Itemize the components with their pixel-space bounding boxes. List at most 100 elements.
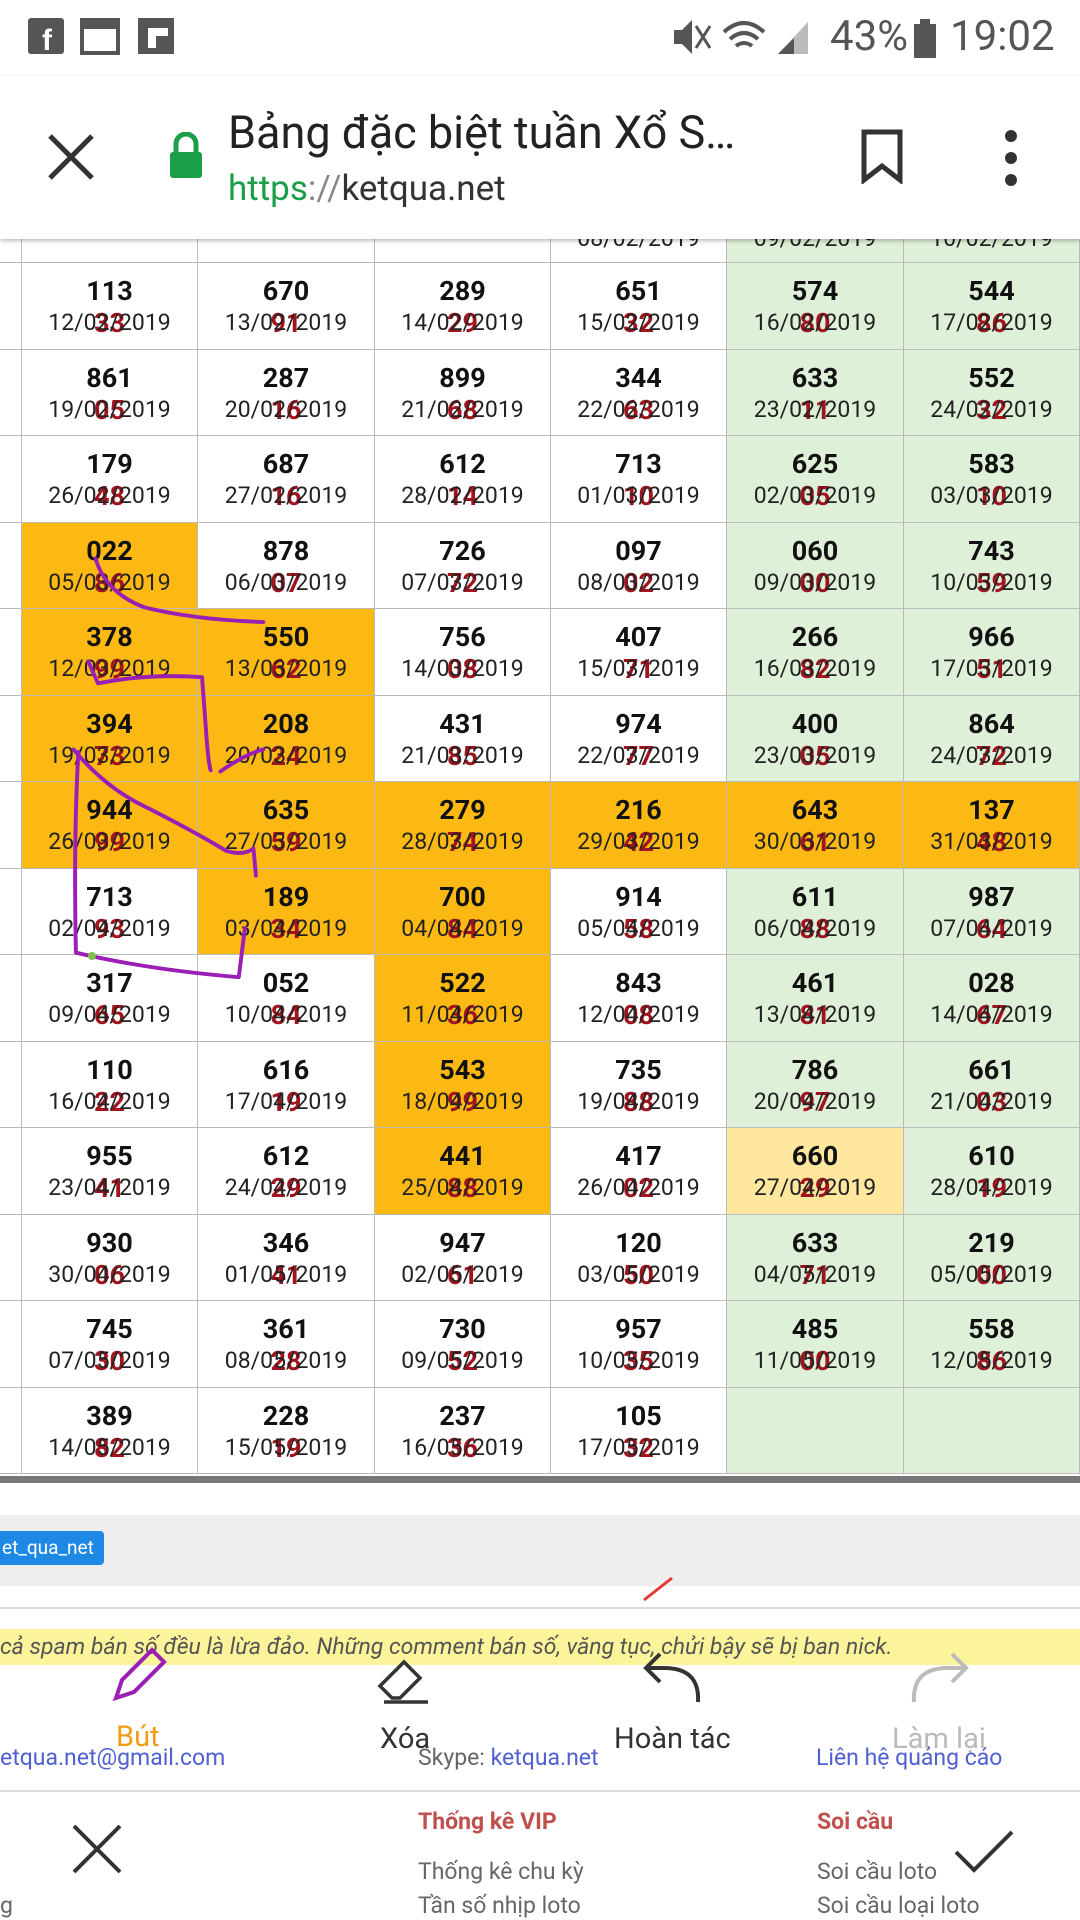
lottery-number: 955 41 — [22, 1140, 197, 1204]
soi-link[interactable]: Soi cầu loại loto — [817, 1892, 980, 1919]
number-head: 389 — [86, 1399, 133, 1432]
table-cell — [0, 522, 22, 609]
number-tail: 88 — [623, 1085, 654, 1118]
number-head: 633 — [791, 1226, 839, 1259]
table-cell: 028 67 14/04/2019 — [904, 955, 1080, 1042]
table-cell: 08/02/2019 — [551, 239, 727, 263]
number-head: 735 — [615, 1053, 662, 1086]
lottery-number: 105 32 — [551, 1400, 726, 1464]
table-cell — [0, 609, 22, 696]
draw-date: 26/03/2019 — [48, 828, 171, 855]
table-bottom-rule — [0, 1476, 1080, 1483]
number-head: 228 — [262, 1399, 310, 1432]
number-head: 756 — [439, 621, 486, 653]
lottery-number: 743 59 — [904, 535, 1079, 599]
battery-icon — [914, 19, 936, 58]
number-head: 522 — [439, 967, 486, 999]
draw-date: 07/05/2019 — [48, 1347, 171, 1374]
erase-label[interactable]: Xóa — [380, 1722, 431, 1756]
number-tail: 59 — [976, 566, 1007, 599]
table-cell: 635 59 27/03/2019 — [198, 782, 375, 869]
table-cell: 361 28 08/05/2019 — [198, 1301, 375, 1388]
number-tail: 30 — [94, 1345, 125, 1377]
date: 08/02/2019 — [551, 239, 726, 252]
table-cell: 930 06 30/04/2019 — [22, 1214, 198, 1301]
number-tail: 22 — [94, 1085, 125, 1118]
number-tail: 80 — [799, 307, 831, 339]
email[interactable]: etqua.net@gmail.com — [0, 1744, 225, 1771]
cancel-button[interactable] — [70, 1822, 124, 1876]
draw-date: 30/04/2019 — [48, 1260, 171, 1288]
vip-link[interactable]: Tần số nhịp loto — [418, 1892, 581, 1919]
table-cell: 228 19 15/05/2019 — [198, 1387, 375, 1474]
table-cell: 550 62 13/03/2019 — [198, 609, 375, 696]
vip-link[interactable]: Thống kê chu kỳ — [418, 1858, 584, 1885]
draw-date: 04/05/2019 — [753, 1260, 877, 1288]
number-tail: 00 — [799, 566, 831, 599]
number-head: 786 — [791, 1053, 839, 1086]
close-tab-button[interactable] — [46, 132, 98, 184]
table-cell: 279 74 28/03/2019 — [375, 782, 551, 869]
eraser-icon[interactable] — [376, 1650, 436, 1706]
menu-button[interactable] — [998, 126, 1024, 190]
table-cell: 633 11 23/02/2019 — [727, 349, 904, 436]
draw-date: 10/03/2019 — [930, 568, 1053, 596]
draw-date: 12/04/2019 — [577, 1001, 700, 1028]
draw-date: 13/04/2019 — [753, 1001, 877, 1028]
pen-icon[interactable] — [108, 1646, 168, 1706]
number-tail: 19 — [270, 1431, 302, 1464]
table-cell: 558 86 12/05/2019 — [904, 1301, 1080, 1388]
table-cell: 944 99 26/03/2019 — [22, 782, 198, 869]
lottery-number: 228 19 — [198, 1400, 374, 1464]
lottery-number: 097 02 — [551, 535, 726, 599]
number-tail: 63 — [623, 393, 654, 426]
table-cell: 633 71 04/05/2019 — [727, 1214, 904, 1301]
number-tail: 32 — [623, 1431, 654, 1464]
table-cell: 219 00 05/05/2019 — [904, 1214, 1080, 1301]
lottery-number: 378 99 — [22, 621, 197, 685]
toolbar-overlay — [0, 1665, 1080, 1790]
number-tail: 77 — [623, 739, 654, 772]
lottery-number: 279 74 — [375, 794, 550, 858]
undo-label[interactable]: Hoàn tác — [614, 1722, 731, 1756]
number-tail: 10 — [623, 480, 654, 512]
bookmark-button[interactable] — [858, 128, 906, 184]
skype-id[interactable]: ketqua.net — [490, 1744, 599, 1771]
lottery-number: 861 05 — [22, 362, 197, 426]
redo-icon[interactable] — [908, 1646, 972, 1706]
draw-date: 14/05/2019 — [48, 1433, 171, 1461]
undo-icon[interactable] — [640, 1646, 704, 1706]
draw-date: 28/03/2019 — [401, 828, 524, 855]
number-head: 120 — [615, 1226, 662, 1259]
number-tail: 48 — [94, 480, 125, 512]
soi-link[interactable]: Soi cầu loto — [817, 1858, 938, 1885]
lottery-number: 394 73 — [22, 708, 197, 772]
lottery-number: 558 86 — [904, 1313, 1079, 1377]
table-cell: 651 32 15/02/2019 — [551, 263, 727, 350]
number-tail: 67 — [976, 999, 1007, 1031]
draw-date: 18/04/2019 — [401, 1087, 524, 1115]
url-host: ketqua.net — [341, 168, 506, 209]
skype[interactable]: Skype: ketqua.net — [418, 1744, 599, 1771]
lottery-number: 287 16 — [198, 362, 374, 426]
draw-date: 16/02/2019 — [753, 309, 877, 336]
ads-link[interactable]: Liên hệ quảng cáo — [816, 1744, 1003, 1771]
table-cell: 346 41 01/05/2019 — [198, 1214, 375, 1301]
number-tail: 14 — [447, 480, 478, 512]
url-scheme: https — [228, 168, 308, 209]
tag[interactable]: et_qua_net — [0, 1531, 104, 1565]
email-text[interactable]: etqua.net@gmail.com — [0, 1744, 226, 1771]
table-cell: 786 97 20/04/2019 — [727, 1041, 904, 1128]
number-head: 713 — [86, 880, 133, 913]
lottery-number: 461 81 — [727, 967, 903, 1031]
number-head: 237 — [439, 1399, 486, 1432]
lottery-number: 713 10 — [551, 448, 726, 512]
redo-label[interactable]: Làm lại — [892, 1722, 986, 1756]
url[interactable]: https://ketqua.net — [228, 168, 506, 209]
confirm-button[interactable] — [952, 1828, 1016, 1874]
draw-date: 29/03/2019 — [577, 828, 700, 855]
pen-label[interactable]: Bút — [116, 1720, 160, 1754]
table-cell: 574 80 16/02/2019 — [727, 263, 904, 350]
number-head: 583 — [968, 448, 1015, 480]
